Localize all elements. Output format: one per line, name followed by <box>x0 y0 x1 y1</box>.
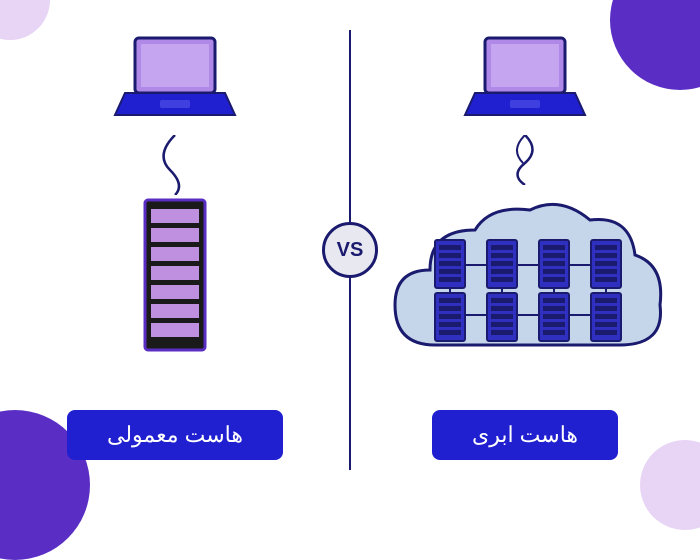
laptop-icon <box>455 30 595 135</box>
label-traditional: هاست معمولی <box>67 410 283 460</box>
panel-traditional-hosting: هاست معمولی <box>0 0 350 500</box>
cable-icon <box>145 135 205 195</box>
server-rack-icon <box>135 195 215 360</box>
vs-badge: VS <box>322 222 378 278</box>
label-cloud: هاست ابری <box>432 410 618 460</box>
cable-icon <box>485 135 565 185</box>
comparison-diagram: VS هاست معمولی <box>0 0 700 500</box>
cloud-servers-icon <box>375 185 675 390</box>
laptop-icon <box>105 30 245 135</box>
panel-cloud-hosting: هاست ابری <box>350 0 700 500</box>
